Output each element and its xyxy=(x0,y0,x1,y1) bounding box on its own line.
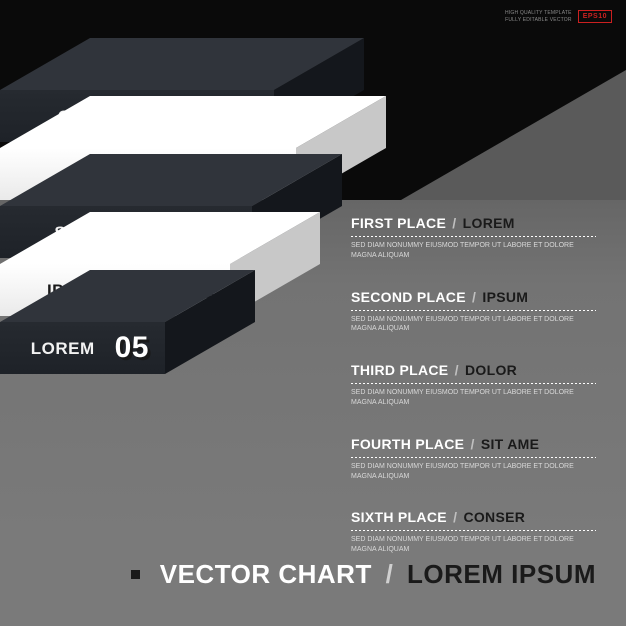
legend-title-sub: CONSER xyxy=(463,509,525,525)
legend-title-main: SECOND PLACE xyxy=(351,289,466,305)
badge-tag: EPS10 xyxy=(578,10,612,23)
legend-area: FIRST PLACE / LOREM SED DIAM NONUMMY EIUS… xyxy=(351,215,596,583)
footer-right: LOREM IPSUM xyxy=(407,559,596,589)
legend-title: FOURTH PLACE / SIT AME xyxy=(351,436,596,452)
legend-desc: SED DIAM NONUMMY EIUSMOD TEMPOR UT LABOR… xyxy=(351,462,596,482)
legend-divider xyxy=(351,310,596,311)
legend-desc: SED DIAM NONUMMY EIUSMOD TEMPOR UT LABOR… xyxy=(351,315,596,335)
legend-title-sub: LOREM xyxy=(463,215,515,231)
legend-divider xyxy=(351,457,596,458)
legend-item: FIRST PLACE / LOREM SED DIAM NONUMMY EIUS… xyxy=(351,215,596,261)
legend-desc: SED DIAM NONUMMY EIUSMOD TEMPOR UT LABOR… xyxy=(351,241,596,261)
legend-title: SIXTH PLACE / CONSER xyxy=(351,509,596,525)
badge-line2: FULLY EDITABLE VECTOR xyxy=(505,17,572,24)
bar-row: LOREM 05 xyxy=(0,322,165,374)
bar-topface xyxy=(0,270,255,322)
format-badge: HIGH QUALITY TEMPLATE FULLY EDITABLE VEC… xyxy=(505,10,612,23)
legend-title-sub: DOLOR xyxy=(465,362,517,378)
legend-item: SECOND PLACE / IPSUM SED DIAM NONUMMY EIU… xyxy=(351,289,596,335)
legend-title-main: SIXTH PLACE xyxy=(351,509,447,525)
bar-topface xyxy=(0,96,386,148)
legend-title: THIRD PLACE / DOLOR xyxy=(351,362,596,378)
bar-label: LOREM xyxy=(31,340,95,357)
legend-slash: / xyxy=(466,436,479,452)
legend-title-main: FIRST PLACE xyxy=(351,215,446,231)
footer-slash: / xyxy=(386,559,394,589)
legend-title: FIRST PLACE / LOREM xyxy=(351,215,596,231)
legend-desc: SED DIAM NONUMMY EIUSMOD TEMPOR UT LABOR… xyxy=(351,535,596,555)
legend-item: FOURTH PLACE / SIT AME SED DIAM NONUMMY E… xyxy=(351,436,596,482)
legend-item: SIXTH PLACE / CONSER SED DIAM NONUMMY EIU… xyxy=(351,509,596,555)
bar-topface xyxy=(0,154,342,206)
footer-title: VECTOR CHART / LOREM IPSUM xyxy=(131,559,596,590)
badge-text: HIGH QUALITY TEMPLATE FULLY EDITABLE VEC… xyxy=(505,10,572,23)
bar-topface xyxy=(0,38,364,90)
bullet-icon xyxy=(131,570,140,579)
bar-number: 05 xyxy=(115,333,149,363)
legend-slash: / xyxy=(448,215,461,231)
bars-area: CINQUE ELITIUM01SECTETUER ADIPI02SIT AME… xyxy=(0,90,360,490)
bar-topface xyxy=(0,212,320,264)
legend-slash: / xyxy=(449,509,462,525)
legend-title-main: FOURTH PLACE xyxy=(351,436,464,452)
legend-title-sub: SIT AME xyxy=(481,436,539,452)
background-wedge xyxy=(401,70,626,200)
legend-divider xyxy=(351,383,596,384)
legend-divider xyxy=(351,530,596,531)
legend-slash: / xyxy=(450,362,463,378)
legend-item: THIRD PLACE / DOLOR SED DIAM NONUMMY EIUS… xyxy=(351,362,596,408)
legend-title: SECOND PLACE / IPSUM xyxy=(351,289,596,305)
legend-title-sub: IPSUM xyxy=(482,289,528,305)
legend-divider xyxy=(351,236,596,237)
legend-slash: / xyxy=(468,289,481,305)
legend-desc: SED DIAM NONUMMY EIUSMOD TEMPOR UT LABOR… xyxy=(351,388,596,408)
legend-title-main: THIRD PLACE xyxy=(351,362,448,378)
footer-left: VECTOR CHART xyxy=(160,559,372,589)
badge-line1: HIGH QUALITY TEMPLATE xyxy=(505,10,572,17)
